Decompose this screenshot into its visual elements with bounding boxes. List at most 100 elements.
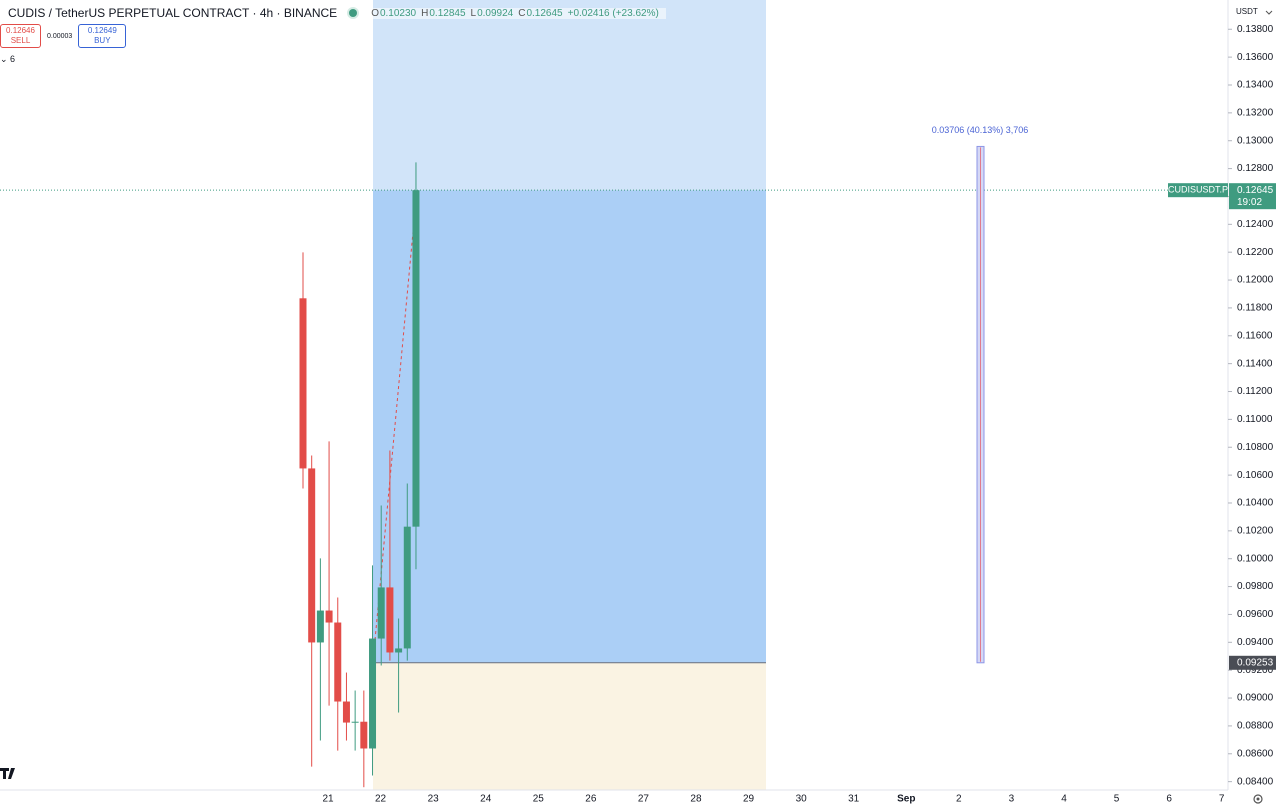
x-tick-label: 31: [848, 794, 860, 805]
sell-price: 0.12646: [6, 26, 35, 35]
y-tick-label: 0.10400: [1237, 498, 1274, 509]
y-tick-label: 0.08600: [1237, 748, 1274, 759]
y-tick-label: 0.13800: [1237, 24, 1274, 35]
candle-body: [412, 190, 420, 527]
buy-button[interactable]: 0.12649 BUY: [78, 24, 127, 48]
x-tick-label: 6: [1166, 794, 1172, 805]
close-value: 0.12645: [526, 7, 563, 19]
y-tick-label: 0.13600: [1237, 52, 1274, 63]
y-tick-label: 0.12200: [1237, 247, 1274, 258]
y-tick-label: 0.10200: [1237, 525, 1274, 536]
x-tick-label: 2: [956, 794, 962, 805]
x-tick-label: 23: [428, 794, 440, 805]
last-price-label: 0.12645: [1237, 185, 1274, 196]
candle-body: [369, 638, 377, 749]
close-key: C: [518, 7, 526, 19]
x-tick-label: 24: [480, 794, 492, 805]
candle-body: [342, 701, 350, 723]
high-key: H: [421, 7, 429, 19]
y-tick-label: 0.11000: [1237, 414, 1273, 425]
trade-buttons: 0.12646 SELL 0.00003 0.12649 BUY: [0, 24, 127, 48]
y-tick-label: 0.10800: [1237, 442, 1274, 453]
spread: 0.00003: [47, 32, 73, 40]
symbol-title[interactable]: CUDIS / TetherUS PERPETUAL CONTRACT · 4h…: [8, 6, 338, 20]
low-key: L: [470, 7, 477, 19]
settings-icon[interactable]: [1253, 794, 1263, 804]
target-zone: [373, 0, 766, 191]
y-tick-label: 0.09200: [1237, 665, 1274, 676]
entry-tag: [1229, 655, 1276, 670]
y-tick-label: 0.12800: [1237, 163, 1274, 174]
y-tick-label: 0.13000: [1237, 135, 1274, 146]
candle-body: [308, 468, 316, 643]
settings-icon-dot: [1256, 797, 1260, 801]
symbol-tag-label: CUDISUSDT.P: [1168, 185, 1228, 195]
y-tick-label: 0.10000: [1237, 553, 1274, 564]
x-tick-label: 26: [585, 794, 597, 805]
y-tick-label: 0.08800: [1237, 721, 1274, 732]
open-value: 0.10230: [379, 7, 417, 19]
indicators-toggle[interactable]: ⌄ 6: [0, 54, 16, 64]
buy-price: 0.12649: [87, 26, 117, 35]
y-tick-label: 0.09400: [1237, 637, 1274, 648]
y-tick-label: 0.09800: [1237, 581, 1274, 592]
x-tick-label: 5: [1114, 794, 1120, 805]
y-tick-label: 0.09600: [1237, 609, 1274, 620]
indicators-count: 6: [10, 54, 16, 64]
last-price-tag: [1229, 183, 1276, 210]
x-tick-label: 28: [690, 794, 702, 805]
legend-header: CUDIS / TetherUS PERPETUAL CONTRACT · 4h…: [0, 4, 666, 22]
countdown-label: 19:02: [1237, 197, 1262, 208]
y-tick-label: 0.09000: [1237, 693, 1274, 704]
y-tick-label: 0.11600: [1237, 330, 1273, 341]
x-tick-label: 4: [1061, 794, 1067, 805]
y-tick-label: 0.13200: [1237, 107, 1274, 118]
candle-body: [377, 587, 385, 639]
measure-label: 0.03706 (40.13%) 3,706: [932, 125, 1029, 135]
low-value: 0.09924: [477, 7, 514, 19]
x-tick-label: 3: [1009, 794, 1015, 805]
candle-body: [325, 610, 333, 623]
candle-body: [360, 721, 368, 749]
sell-label: SELL: [10, 36, 31, 45]
x-tick-label: 7: [1219, 794, 1225, 805]
background-layer: [0, 0, 1228, 790]
candle-body: [403, 526, 411, 649]
ohlc: O 0.10230 H 0.12845 L 0.09924 C 0.12645 +0.0…: [369, 7, 666, 19]
y-tick-label: 0.12000: [1237, 275, 1274, 286]
logo: [0, 768, 15, 779]
x-tick-label: 27: [638, 794, 650, 805]
y-tick-label: 0.13400: [1237, 80, 1274, 91]
candle-body: [334, 622, 342, 702]
open-key: O: [371, 7, 379, 19]
candle-body: [351, 721, 359, 723]
y-tick-label: 0.10600: [1237, 470, 1274, 481]
candle-body: [386, 587, 394, 653]
x-tick-label: 21: [322, 794, 334, 805]
y-tick-label: 0.11400: [1237, 358, 1273, 369]
x-tick-label: 22: [375, 794, 387, 805]
stop-zone: [373, 662, 766, 790]
x-tick-label: 25: [533, 794, 545, 805]
y-tick-label: 0.12400: [1237, 219, 1274, 230]
profit-zone: [373, 190, 766, 663]
x-tick-label: 30: [796, 794, 808, 805]
currency-chevron: [1265, 10, 1273, 15]
market-status: [349, 9, 358, 17]
candle-body: [395, 648, 403, 653]
x-tick-label: 29: [743, 794, 755, 805]
change: +0.02416 (+23.62%): [567, 7, 659, 19]
candle-body: [316, 610, 324, 643]
entry-label: 0.09253: [1237, 657, 1274, 668]
sell-button[interactable]: 0.12646 SELL: [0, 24, 41, 48]
symbol-tag: [1168, 183, 1228, 198]
y-tick-label: 0.11200: [1237, 386, 1273, 397]
buy-label: BUY: [94, 36, 111, 45]
currency-label[interactable]: USDT: [1236, 7, 1258, 16]
y-tick-label: 0.08400: [1237, 776, 1274, 787]
x-tick-label: Sep: [897, 794, 915, 805]
y-tick-label: 0.11800: [1237, 303, 1273, 314]
candle-body: [299, 298, 307, 469]
